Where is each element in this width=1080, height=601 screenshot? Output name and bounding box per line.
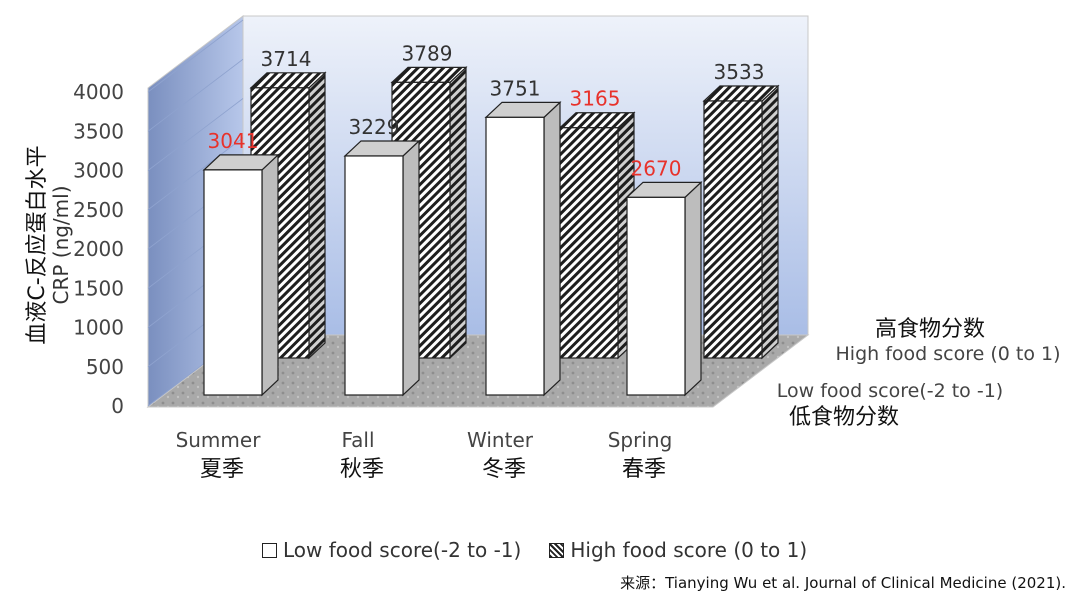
bar-low-summer <box>203 169 263 396</box>
bar-low-winter <box>485 116 545 396</box>
low-series-depth-label-zh: 低食物分数 <box>789 405 899 430</box>
y-tick-label: 500 <box>86 355 124 379</box>
y-tick-label: 4000 <box>73 80 124 104</box>
x-tick-label-zh: 春季 <box>622 457 666 482</box>
bar-high-winter <box>559 127 619 359</box>
y-gridline <box>147 19 244 93</box>
y-tick-label: 2500 <box>73 198 124 222</box>
depth-series-labels: 高食物分数 High food score (0 to 1) Low food … <box>777 317 1061 430</box>
y-gridline <box>147 137 244 211</box>
bar-low-summer-side <box>261 153 279 397</box>
x-axis: Summer 夏季 Fall 秋季 Winter 冬季 Spring 春季 <box>176 428 673 482</box>
x-tick-label-zh: 夏季 <box>200 457 244 482</box>
y-tick-label: 0 <box>111 394 124 418</box>
legend-label-low: Low food score(-2 to -1) <box>283 538 522 562</box>
legend-label-high: High food score (0 to 1) <box>570 538 808 562</box>
low-series-depth-label-en: Low food score(-2 to -1) <box>777 380 1003 402</box>
x-tick-label-zh: 秋季 <box>340 457 384 482</box>
value-label-low: 2670 <box>631 156 682 180</box>
legend-item-low: Low food score(-2 to -1) <box>262 538 521 562</box>
y-gridline <box>147 58 244 132</box>
bar-low-spring <box>626 196 686 396</box>
x-tick-label: Summer <box>176 428 262 452</box>
bar-high-fall-side <box>449 65 467 360</box>
legend-item-high: High food score (0 to 1) <box>549 538 807 562</box>
x-tick-label: Winter <box>467 428 534 452</box>
x-tick-label-zh: 冬季 <box>482 457 526 482</box>
x-tick-label: Spring <box>608 428 673 452</box>
legend-swatch-high <box>549 542 565 558</box>
y-tick-label: 1500 <box>73 276 124 300</box>
value-label-low: 3229 <box>349 115 400 139</box>
bar-high-spring-side <box>761 84 779 360</box>
bar-low-spring-side <box>684 180 702 397</box>
value-label-high: 3714 <box>261 47 312 71</box>
source-citation: 来源：Tianying Wu et al. Journal of Clinica… <box>620 574 1066 592</box>
y-axis-title-en: CRP (ng/ml) <box>49 185 73 304</box>
value-label-high: 3533 <box>714 60 765 84</box>
value-label-high: 3789 <box>402 41 453 65</box>
high-series-depth-label-en: High food score (0 to 1) <box>836 343 1061 365</box>
y-tick-label: 3500 <box>73 119 124 143</box>
value-labels: 3714 3789 3165 3533 3041 3229 3751 2670 <box>208 41 765 180</box>
y-axis-title: 血液C-反应蛋白水平 CRP (ng/ml) <box>25 145 73 344</box>
legend-swatch-low <box>262 542 277 558</box>
bar-low-winter-side <box>543 100 561 397</box>
crp-3d-bar-chart: 0 500 1000 1500 2000 2500 3000 3500 4000 3714 378… <box>25 14 1061 482</box>
y-gridline <box>147 98 244 171</box>
low-score-bars <box>202 100 703 397</box>
x-tick-label: Fall <box>341 428 374 452</box>
bar-high-summer-side <box>308 71 326 360</box>
y-axis: 0 500 1000 1500 2000 2500 3000 3500 4000 <box>73 80 124 418</box>
bar-low-fall-side <box>402 139 420 397</box>
bar-low-fall <box>344 155 404 396</box>
legend: Low food score(-2 to -1) High food score… <box>262 538 807 562</box>
value-label-low: 3041 <box>208 129 259 153</box>
y-tick-label: 1000 <box>73 316 124 340</box>
value-label-high: 3165 <box>570 87 621 111</box>
y-axis-title-zh: 血液C-反应蛋白水平 <box>25 145 50 344</box>
y-tick-label: 3000 <box>73 159 124 183</box>
value-label-low: 3751 <box>490 76 541 100</box>
y-tick-label: 2000 <box>73 237 124 261</box>
bar-high-spring <box>703 100 763 359</box>
high-series-depth-label-zh: 高食物分数 <box>875 317 985 342</box>
